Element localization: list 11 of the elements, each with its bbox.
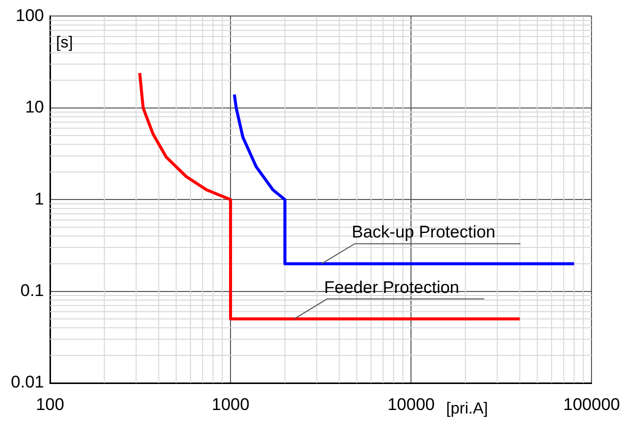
y-tick-label: 1 <box>34 189 44 208</box>
y-axis-title: [s] <box>56 34 73 52</box>
annotation: Back-up Protection <box>352 222 496 242</box>
y-tick-label: 100 <box>16 6 44 25</box>
x-tick-label: 100000 <box>563 394 620 414</box>
x-tick-label: 1000 <box>212 394 250 414</box>
y-tick-label: 0.1 <box>20 280 44 300</box>
y-tick-label: 0.01 <box>10 372 44 392</box>
x-tick-label: 10000 <box>387 394 435 414</box>
x-axis-title: [pri.A] <box>446 400 488 418</box>
y-tick-label: 10 <box>25 98 44 117</box>
